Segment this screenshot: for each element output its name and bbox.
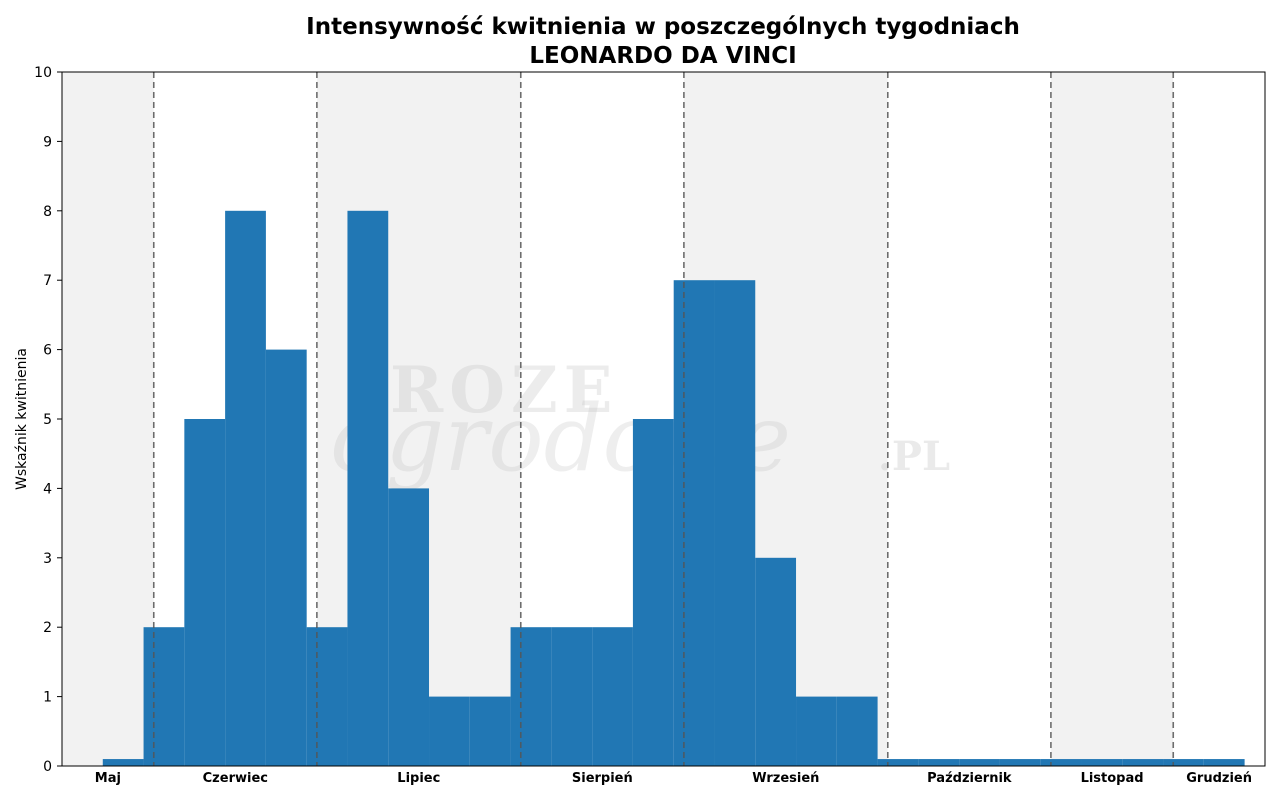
bar-week-11	[510, 627, 552, 766]
bar-week-27	[1163, 759, 1204, 766]
bar-week-20	[877, 759, 919, 766]
month-label: Październik	[927, 771, 1012, 786]
month-label: Sierpień	[572, 771, 633, 786]
month-label: Lipiec	[397, 771, 440, 786]
month-band	[62, 72, 154, 766]
y-tick-label: 8	[43, 204, 52, 220]
month-band	[1173, 72, 1265, 766]
month-label: Grudzień	[1186, 771, 1252, 786]
bar-week-28	[1203, 759, 1245, 766]
watermark-text-1: ROZE	[390, 353, 618, 428]
y-tick-label: 7	[43, 273, 52, 289]
bar-week-24	[1040, 759, 1082, 766]
bar-week-25	[1081, 759, 1123, 766]
y-tick-label: 9	[43, 134, 52, 150]
bar-week-5	[265, 349, 307, 766]
x-axis-month-labels: Maj Czerwiec Lipiec Sierpień Wrzesień Paździe…	[95, 771, 1252, 786]
y-tick-label: 3	[43, 551, 52, 567]
bar-week-19	[836, 696, 878, 766]
bar-week-2	[143, 627, 185, 766]
chart-title: Intensywność kwitnienia w poszczególnych…	[306, 14, 1020, 40]
y-tick-label: 1	[43, 690, 52, 706]
bar-week-10	[469, 696, 511, 766]
bar-week-4	[225, 210, 266, 767]
month-label: Listopad	[1081, 771, 1144, 786]
bar-week-17	[755, 557, 797, 766]
y-axis: 0 1 2 3 4 5 6 7 8 9 10	[34, 65, 62, 775]
month-dividers	[152, 72, 1175, 766]
y-tick-label: 4	[43, 481, 52, 497]
y-tick-label: 5	[43, 412, 52, 428]
bar-week-16	[714, 280, 756, 766]
month-label: Wrzesień	[752, 771, 819, 786]
y-tick-label: 2	[43, 620, 52, 636]
month-band	[1050, 72, 1174, 766]
bar-week-21	[918, 759, 960, 766]
bar-week-23	[999, 759, 1041, 766]
y-tick-label: 10	[34, 65, 52, 81]
bar-week-26	[1122, 759, 1164, 766]
y-tick-label: 6	[43, 343, 52, 359]
month-band	[887, 72, 1051, 766]
bar-week-22	[959, 759, 1000, 766]
month-label: Czerwiec	[203, 771, 268, 786]
bar-week-9	[429, 696, 470, 766]
y-axis-label: Wskaźnik kwitnienia	[14, 348, 30, 490]
bar-week-14	[632, 419, 674, 766]
bar-week-15	[673, 280, 715, 766]
bars-series	[102, 210, 1245, 767]
bar-week-7	[347, 210, 389, 767]
bar-week-18	[796, 696, 837, 766]
bar-week-8	[388, 488, 430, 766]
bar-week-1	[102, 759, 144, 766]
bar-week-12	[551, 627, 593, 766]
bar-week-3	[184, 419, 226, 766]
chart-subtitle: LEONARDO DA VINCI	[529, 43, 796, 69]
y-tick-label: 0	[43, 759, 52, 775]
month-label: Maj	[95, 771, 121, 786]
bar-week-13	[592, 627, 633, 766]
bar-week-6	[306, 627, 348, 766]
watermark-text-3: .PL	[878, 433, 950, 480]
